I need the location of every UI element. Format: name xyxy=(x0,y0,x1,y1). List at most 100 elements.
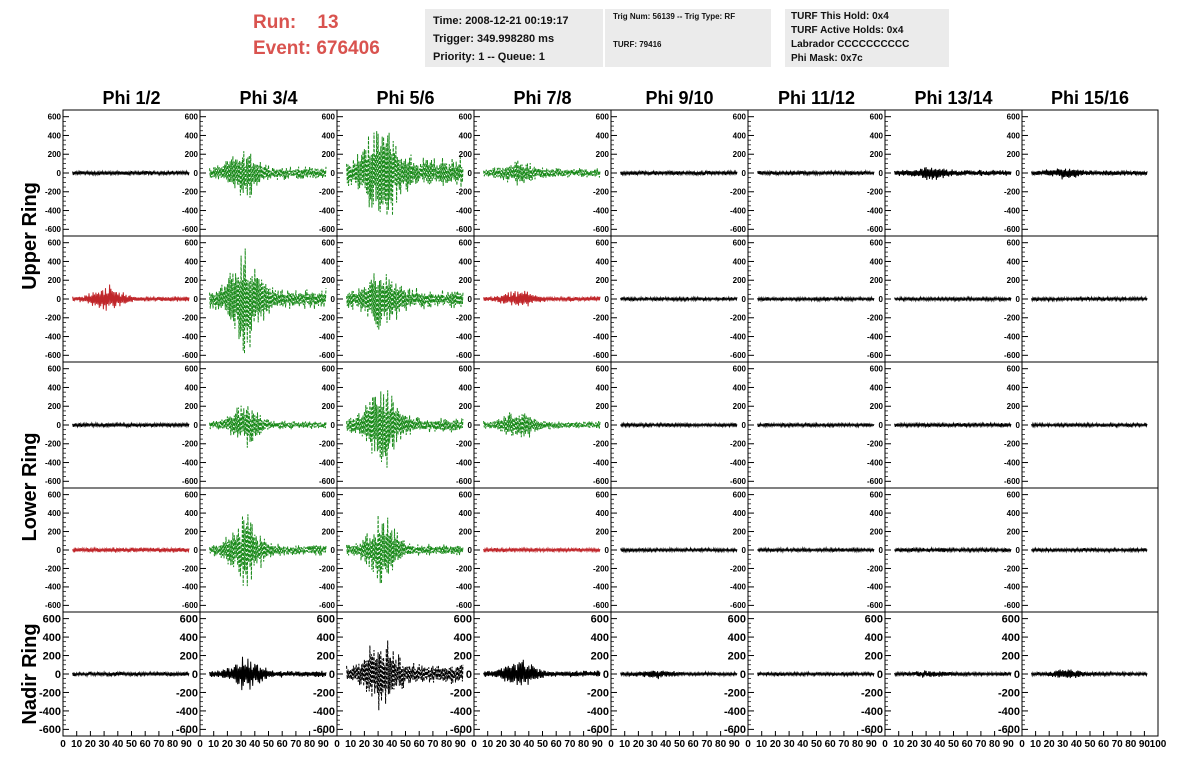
row-label: Nadir Ring xyxy=(19,623,41,724)
y-tick-label: 600 xyxy=(728,613,746,625)
y-tick-label: 0 xyxy=(742,169,747,178)
x-tick-label: 50 xyxy=(126,739,138,750)
x-tick-label: 0 xyxy=(882,739,888,750)
y-tick-label: -600 xyxy=(593,601,610,610)
x-tick-label: 50 xyxy=(811,739,823,750)
waveform-trace xyxy=(209,248,327,354)
y-tick-label: -600 xyxy=(861,724,883,736)
y-tick-label: 400 xyxy=(733,509,747,518)
y-tick-label: 200 xyxy=(596,276,610,285)
waveform-trace xyxy=(757,169,875,177)
y-tick-label: -200 xyxy=(182,314,199,323)
y-tick-label: 600 xyxy=(870,364,884,373)
y-tick-label: 0 xyxy=(879,546,884,555)
y-tick-label: 200 xyxy=(1007,150,1021,159)
y-tick-label: 400 xyxy=(43,632,61,644)
waveform-trace xyxy=(72,546,190,554)
waveform-trace xyxy=(757,670,875,678)
y-tick-label: -400 xyxy=(182,583,199,592)
x-tick-label: 80 xyxy=(304,739,316,750)
trig-line: Trig Num: 56139 -- Trig Type: RF xyxy=(613,12,736,21)
y-tick-label: -400 xyxy=(456,332,473,341)
y-tick-label: -600 xyxy=(182,477,199,486)
y-tick-label: -600 xyxy=(998,724,1020,736)
run-event-info: Run: 13 Event: 676406 xyxy=(253,10,380,62)
y-tick-label: 200 xyxy=(185,150,199,159)
x-tick-label: 40 xyxy=(249,739,261,750)
x-tick-label: 20 xyxy=(770,739,782,750)
y-tick-label: -200 xyxy=(313,687,335,699)
y-tick-label: 400 xyxy=(865,632,883,644)
x-tick-label: 90 xyxy=(318,739,330,750)
waveform-trace xyxy=(346,515,464,584)
y-tick-label: 400 xyxy=(185,509,199,518)
y-tick-label: 600 xyxy=(185,112,199,121)
x-tick-label: 0 xyxy=(60,739,66,750)
y-tick-label: 0 xyxy=(1016,295,1021,304)
y-tick-label: 0 xyxy=(468,169,473,178)
y-tick-label: 0 xyxy=(55,669,61,681)
y-tick-label: 0 xyxy=(1016,169,1021,178)
y-tick-label: -200 xyxy=(867,188,884,197)
y-tick-label: -400 xyxy=(593,332,610,341)
y-tick-label: -600 xyxy=(319,601,336,610)
y-tick-label: -200 xyxy=(730,564,747,573)
y-tick-label: -600 xyxy=(867,225,884,234)
waveform-trace xyxy=(620,546,738,554)
y-tick-label: 0 xyxy=(331,421,336,430)
waveform-trace xyxy=(1031,295,1148,303)
y-tick-label: 600 xyxy=(870,490,884,499)
waveform-trace xyxy=(894,167,1012,181)
x-tick-label: 70 xyxy=(701,739,713,750)
y-tick-label: 0 xyxy=(605,295,610,304)
y-tick-label: 400 xyxy=(322,383,336,392)
y-tick-label: -400 xyxy=(450,706,472,718)
waveform-trace xyxy=(72,421,190,429)
y-tick-label: -400 xyxy=(182,206,199,215)
x-tick-label: 40 xyxy=(660,739,672,750)
y-tick-label: -400 xyxy=(730,583,747,592)
y-tick-label: 200 xyxy=(865,650,883,662)
x-tick-label: 50 xyxy=(674,739,686,750)
y-tick-label: 0 xyxy=(192,669,198,681)
y-tick-label: -600 xyxy=(1004,601,1021,610)
y-tick-label: -600 xyxy=(176,724,198,736)
x-tick-label: 0 xyxy=(197,739,203,750)
y-tick-label: 200 xyxy=(322,527,336,536)
y-tick-label: -200 xyxy=(45,314,62,323)
y-tick-label: -600 xyxy=(867,601,884,610)
y-tick-label: -400 xyxy=(867,458,884,467)
x-tick-label: 40 xyxy=(112,739,124,750)
waveform-trace xyxy=(894,295,1012,303)
y-tick-label: -400 xyxy=(182,332,199,341)
y-tick-label: 600 xyxy=(733,490,747,499)
x-tick-label: 80 xyxy=(715,739,727,750)
x-tick-label: 60 xyxy=(1098,739,1110,750)
y-tick-label: -600 xyxy=(730,477,747,486)
y-tick-label: 600 xyxy=(870,238,884,247)
y-tick-label: -400 xyxy=(593,458,610,467)
y-tick-label: 200 xyxy=(43,650,61,662)
y-tick-label: 0 xyxy=(879,295,884,304)
column-header: Phi 7/8 xyxy=(513,88,571,108)
y-tick-label: 200 xyxy=(185,527,199,536)
y-tick-label: 0 xyxy=(879,421,884,430)
y-tick-label: -200 xyxy=(319,314,336,323)
y-tick-label: 200 xyxy=(459,527,473,536)
waveform-trace xyxy=(894,546,1012,554)
x-tick-label: 90 xyxy=(1139,739,1151,750)
x-tick-label: 60 xyxy=(688,739,700,750)
y-tick-label: 0 xyxy=(194,169,199,178)
column-header: Phi 1/2 xyxy=(102,88,160,108)
y-tick-label: 600 xyxy=(43,613,61,625)
waveform-trace xyxy=(620,295,738,303)
y-tick-label: 200 xyxy=(322,402,336,411)
x-tick-label: 40 xyxy=(934,739,946,750)
y-tick-label: -600 xyxy=(182,225,199,234)
y-tick-label: -600 xyxy=(593,225,610,234)
y-tick-label: 0 xyxy=(742,295,747,304)
y-tick-label: -400 xyxy=(724,706,746,718)
y-tick-label: -400 xyxy=(319,458,336,467)
y-tick-label: 400 xyxy=(733,383,747,392)
waveform-trace xyxy=(1031,168,1148,180)
